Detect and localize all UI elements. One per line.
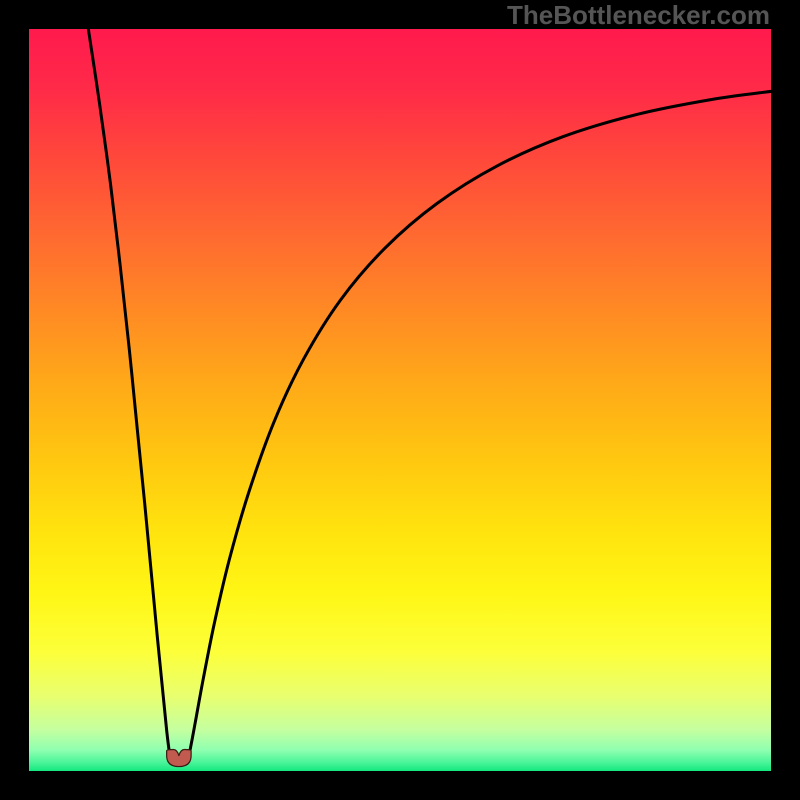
chart-area <box>29 29 771 771</box>
curve-right-branch <box>187 91 771 762</box>
trough-marker-icon <box>167 749 191 766</box>
curve-left-branch <box>88 29 171 762</box>
root: { "canvas": { "width": 800, "height": 80… <box>0 0 800 800</box>
chart-svg-overlay <box>29 29 771 771</box>
watermark-text: TheBottlenecker.com <box>507 2 770 28</box>
